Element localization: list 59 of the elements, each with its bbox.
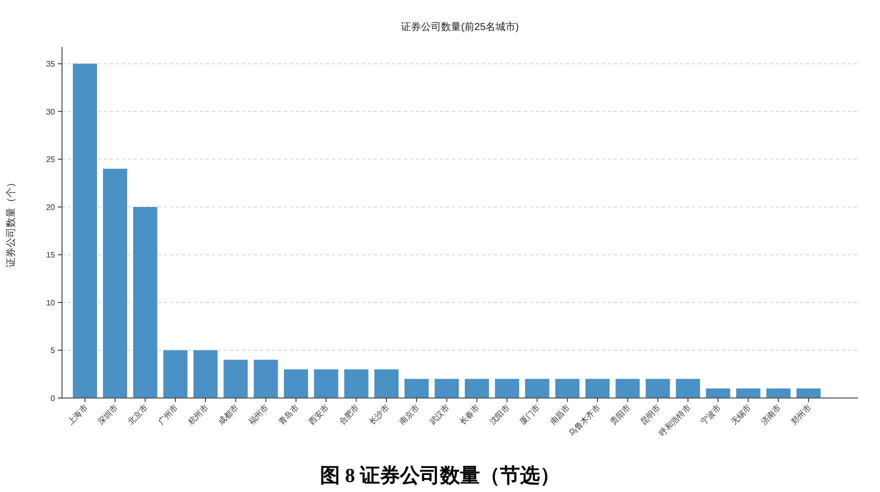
caption: 图 8 证券公司数量（节选）: [320, 465, 560, 487]
x-tick-label: 沈阳市: [488, 403, 512, 426]
x-tick-label: 上海市: [66, 403, 90, 426]
bar: [133, 206, 158, 398]
x-tick-label: 成都市: [216, 403, 240, 426]
bar: [706, 388, 730, 398]
x-tick-label: 宁波市: [699, 403, 723, 426]
bar: [224, 360, 248, 398]
bar: [676, 378, 700, 398]
bar: [525, 378, 550, 398]
x-tick-label: 济南市: [759, 403, 783, 426]
y-tick-label: 5: [50, 346, 56, 356]
y-tick-label: 20: [46, 202, 56, 212]
bar: [344, 369, 368, 398]
bar: [766, 388, 790, 398]
y-axis-title: 证券公司数量（个）: [5, 178, 17, 268]
bar: [314, 369, 338, 398]
x-tick-label: 杭州市: [186, 403, 210, 428]
x-tick-label: 厦门市: [518, 403, 542, 426]
x-tick-label: 广州市: [156, 403, 180, 426]
bar: [616, 378, 640, 398]
bar: [736, 388, 760, 398]
y-tick-label: 10: [46, 298, 56, 308]
bar: [464, 378, 489, 398]
y-tick-label: 35: [46, 60, 56, 69]
x-tick-label: 青岛市: [277, 403, 300, 426]
bar: [163, 350, 188, 398]
x-tick-label: 长沙市: [368, 403, 391, 426]
bar: [494, 378, 520, 398]
y-tick-label: 30: [46, 107, 56, 116]
x-tick-label: 武汉市: [428, 403, 452, 426]
x-tick-label: 贵阳市: [608, 403, 632, 426]
x-tick-label: 郑州市: [790, 403, 813, 426]
x-tick-label: 西安市: [307, 403, 331, 426]
bar: [374, 369, 398, 398]
x-tick-label: 北京市: [126, 403, 150, 426]
y-tick-label: 0: [50, 394, 56, 403]
bar: [193, 350, 218, 398]
bar: [103, 168, 128, 398]
x-tick-label: 合肥市: [337, 403, 361, 426]
x-tick-label: 南昌市: [548, 403, 572, 426]
chart-title: 证券公司数量(前25名城市): [401, 21, 519, 33]
bar: [796, 388, 821, 398]
x-tick-label: 无锡市: [729, 403, 753, 426]
x-tick-label: 长春市: [458, 403, 482, 426]
bar: [404, 378, 429, 398]
y-tick-label: 15: [46, 250, 56, 260]
bar: [434, 378, 459, 398]
bar: [646, 378, 670, 398]
x-tick-label: 南京市: [398, 403, 421, 426]
bar: [72, 64, 97, 398]
x-tick-label: 福州市: [246, 403, 270, 426]
bar: [284, 369, 308, 398]
x-tick-label: 深圳市: [96, 403, 120, 426]
bar: [555, 378, 580, 398]
y-tick-label: 25: [46, 155, 56, 164]
bar: [254, 360, 278, 398]
bar: [585, 378, 610, 398]
x-tick-label: 昆明市: [638, 403, 662, 426]
